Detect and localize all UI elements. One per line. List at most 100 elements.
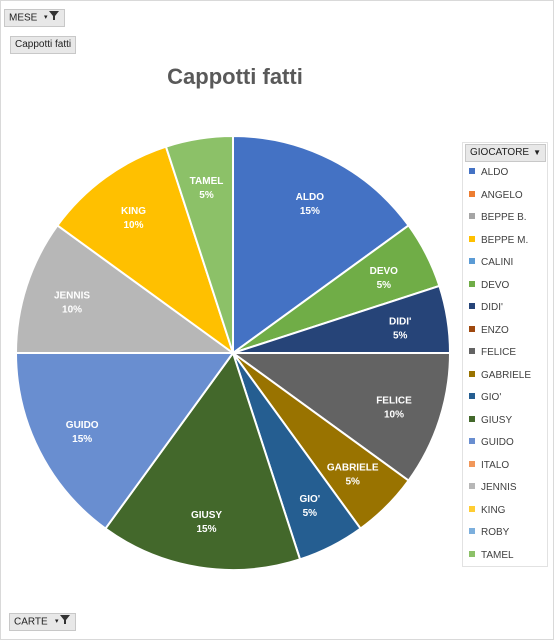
legend-item[interactable]: ANGELO	[469, 190, 531, 213]
legend-items: ALDO ANGELO BEPPE B. BEPPE M. CALINI DEVO DIDI…	[469, 167, 531, 572]
legend-item[interactable]: BEPPE M.	[469, 235, 531, 258]
legend-item-label: KING	[481, 504, 506, 516]
legend-item-label: ANGELO	[481, 189, 523, 201]
giocatore-label: GIOCATORE	[470, 147, 530, 158]
legend-swatch	[469, 190, 475, 197]
legend-swatch	[469, 438, 475, 445]
values-field-label: Cappotti fatti	[15, 39, 72, 50]
mese-filter-button[interactable]: MESE ▾	[4, 9, 66, 27]
slice-label: DIDI'	[389, 317, 411, 328]
pie-slice[interactable]	[232, 134, 410, 355]
legend-swatch	[469, 528, 475, 535]
legend-item-label: CALINI	[481, 257, 514, 268]
legend-item[interactable]: KING	[469, 505, 531, 528]
slice-percent: 5%	[303, 508, 318, 519]
legend-item-label: DEVO	[481, 279, 510, 291]
slice-percent: 5%	[199, 190, 214, 201]
pie-slice[interactable]	[14, 224, 237, 354]
legend-item[interactable]: ENZO	[469, 325, 531, 348]
legend-swatch	[469, 303, 475, 310]
values-field-button[interactable]: Cappotti fatti	[10, 36, 77, 54]
legend-item-label: ALDO	[481, 167, 509, 178]
pie-slice[interactable]	[229, 352, 452, 482]
legend-item-label: BEPPE M.	[481, 234, 529, 246]
legend-item[interactable]: CALINI	[469, 257, 531, 280]
carte-filter-button[interactable]: CARTE ▾	[9, 613, 76, 631]
filter-icon: ▾	[55, 614, 71, 631]
svg-text:▾: ▾	[44, 14, 48, 21]
mese-filter-label: MESE	[9, 12, 38, 24]
slice-label: GUIDO	[66, 420, 99, 431]
legend-swatch	[469, 415, 475, 422]
legend-item[interactable]: FELICE	[469, 347, 531, 370]
legend-item-label: ROBY	[481, 527, 510, 538]
legend-item-label: BEPPE B.	[481, 212, 527, 223]
legend-item-label: ENZO	[481, 324, 509, 336]
slice-label: KING	[121, 206, 146, 217]
legend: GIOCATORE ▼ ALDO ANGELO BEPPE B. BEPPE M. CAL…	[462, 142, 548, 567]
legend-item[interactable]: BEPPE B.	[469, 212, 531, 235]
legend-item[interactable]: ROBY	[469, 527, 531, 550]
carte-filter-label: CARTE	[14, 616, 48, 628]
legend-item[interactable]: ITALO	[469, 460, 531, 483]
legend-item[interactable]: DEVO	[469, 280, 531, 303]
pie-slice[interactable]	[104, 350, 302, 571]
slice-percent: 5%	[393, 331, 408, 342]
slice-label: FELICE	[376, 395, 412, 406]
legend-swatch	[469, 213, 475, 220]
legend-swatch	[469, 258, 475, 265]
legend-item[interactable]: TAMEL	[469, 550, 531, 573]
legend-item[interactable]: ALDO	[469, 167, 531, 190]
slice-label: TAMEL	[190, 176, 224, 187]
legend-swatch	[469, 393, 475, 400]
slice-percent: 5%	[377, 280, 392, 291]
chart-title: Cappotti fatti	[167, 64, 303, 89]
legend-swatch	[469, 370, 475, 377]
slice-label: ALDO	[296, 192, 325, 203]
legend-item-label: TAMEL	[481, 549, 514, 561]
legend-item[interactable]: GABRIELE	[469, 370, 531, 393]
legend-item[interactable]: GUIDO	[469, 437, 531, 460]
slice-label: GABRIELE	[327, 463, 379, 474]
slice-label: GIUSY	[191, 510, 222, 521]
slice-percent: 10%	[62, 305, 82, 316]
slice-percent: 15%	[197, 524, 217, 535]
legend-item-label: GABRIELE	[481, 369, 532, 381]
legend-item[interactable]: JENNIS	[469, 482, 531, 505]
giocatore-field-button[interactable]: GIOCATORE ▼	[465, 144, 547, 162]
legend-item[interactable]: DIDI'	[469, 302, 531, 325]
legend-item-label: FELICE	[481, 347, 517, 358]
slice-percent: 10%	[124, 220, 144, 231]
legend-item[interactable]: GIO'	[469, 392, 531, 415]
slice-percent: 10%	[384, 409, 404, 420]
legend-swatch	[469, 348, 475, 355]
slice-percent: 15%	[72, 434, 92, 445]
slice-label: GIO'	[299, 494, 320, 505]
legend-swatch	[469, 325, 475, 332]
legend-item[interactable]: GIUSY	[469, 415, 531, 438]
pie-slice[interactable]	[14, 352, 235, 530]
svg-text:▾: ▾	[55, 618, 59, 625]
slice-label: JENNIS	[54, 291, 90, 302]
legend-item-label: GUIDO	[481, 437, 514, 448]
legend-item-label: GIUSY	[481, 414, 513, 426]
legend-swatch	[469, 168, 475, 175]
legend-swatch	[469, 235, 475, 242]
legend-swatch	[469, 483, 475, 490]
legend-item-label: GIO'	[481, 392, 502, 403]
legend-swatch	[469, 280, 475, 287]
legend-swatch	[469, 505, 475, 512]
legend-item-label: ITALO	[481, 459, 510, 471]
slice-percent: 5%	[345, 477, 360, 488]
legend-item-label: JENNIS	[481, 482, 517, 493]
filter-icon: ▾	[44, 10, 60, 27]
legend-swatch	[469, 460, 475, 467]
legend-swatch	[469, 550, 475, 557]
slice-label: DEVO	[370, 266, 399, 277]
dropdown-arrow-icon: ▼	[533, 148, 542, 157]
slice-percent: 15%	[300, 206, 320, 217]
pie-slice[interactable]	[164, 134, 234, 354]
legend-item-label: DIDI'	[481, 302, 503, 313]
pie-slice[interactable]	[56, 145, 235, 356]
